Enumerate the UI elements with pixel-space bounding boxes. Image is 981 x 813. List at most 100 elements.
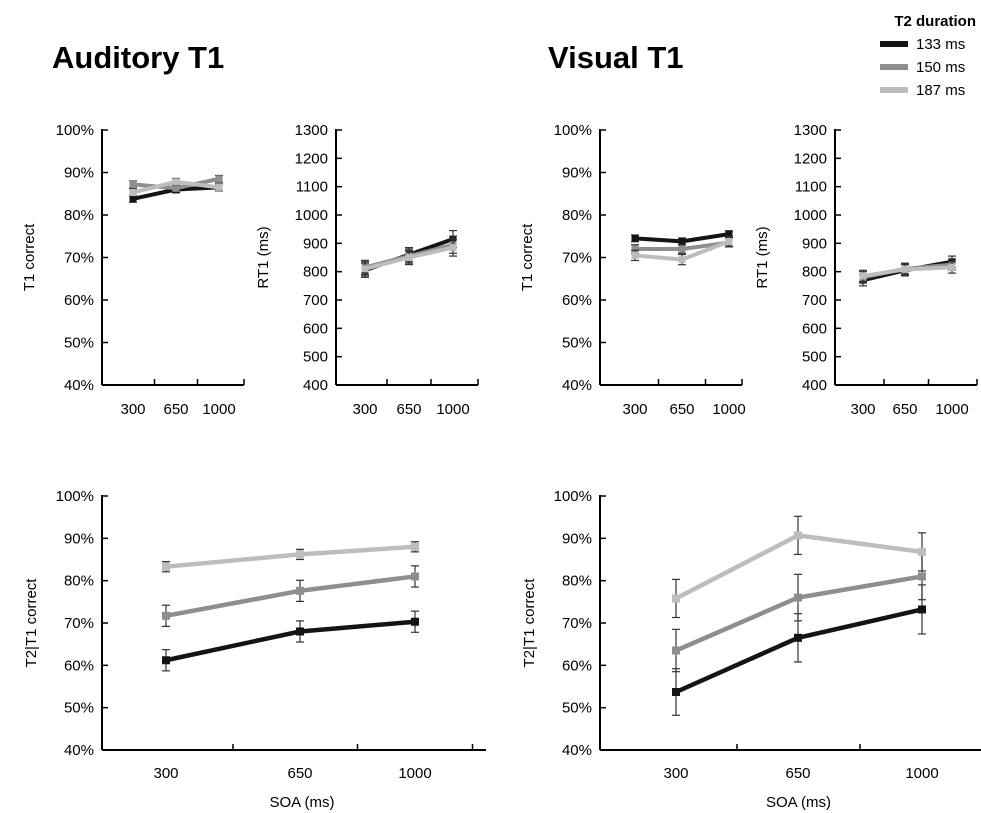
y-tick-label: 100% [554,488,592,505]
y-tick-label: 60% [562,657,592,674]
data-point [129,180,137,188]
series-133-ms [162,610,419,672]
series-187-ms [162,541,419,573]
data-point [794,531,802,540]
data-point [361,265,369,273]
legend-label-150: 150 ms [916,59,965,76]
legend: T2 duration 133 ms 150 ms 187 ms [880,13,976,99]
legend-label-187: 187 ms [916,82,965,99]
x-tick-label: 650 [785,765,810,782]
data-point [215,175,223,183]
data-point [918,547,926,556]
title-visual: Visual T1 [548,40,684,75]
y-tick-label: 80% [562,573,592,590]
x-tick-label: 1000 [398,765,431,782]
y-tick-label: 90% [64,165,94,182]
data-point [678,237,686,245]
data-point [296,586,304,595]
y-tick-label: 70% [64,615,94,632]
chart-vis-rt1: 400 500 600 700 800 900 1000 1100 1200 1300 300 650… [754,122,978,418]
chart-aud-t1: 40% 50% 60% 70% 80% 90% 100% 300 650 1000 T1 corre… [21,122,245,418]
y-tick-label: 90% [64,530,94,547]
data-point [296,550,304,559]
x-tick-label: 300 [663,765,688,782]
y-tick-label: 90% [562,530,592,547]
series-line [163,544,418,569]
series-line [163,574,418,619]
y-tick-label: 1100 [296,179,328,196]
y-axis-label: T1 correct [21,223,38,291]
y-tick-label: 50% [562,335,592,352]
y-tick-label: 900 [303,235,328,252]
data-point [162,656,170,665]
x-tick-label: 650 [669,401,694,418]
series-187-ms [361,238,457,277]
y-tick-label: 1100 [795,179,827,196]
series-line [163,619,418,663]
x-tick-label: 650 [396,401,421,418]
y-axis-label: T2|T1 correct [23,578,40,668]
series-187-ms [129,177,223,197]
series-187-ms [859,261,956,283]
series-line [673,607,925,695]
y-tick-label: 90% [562,165,592,182]
y-tick-label: 100% [554,122,592,139]
x-tick-label: 650 [892,401,917,418]
data-point [918,572,926,581]
series-150-ms [162,565,419,627]
y-tick-label: 1000 [295,207,328,224]
y-tick-label: 800 [303,264,328,281]
y-tick-label: 50% [562,700,592,717]
chart-vis-t2: 40% 50% 60% 70% 80% 90% 100% 300 650 1000 T2|T1 co… [521,488,981,811]
data-point [411,542,419,551]
y-tick-label: 700 [802,292,827,309]
y-tick-label: 40% [562,377,592,394]
y-axis-label: T2|T1 correct [521,578,538,668]
y-tick-label: 70% [562,615,592,632]
x-tick-label: 1000 [905,765,938,782]
data-point [172,178,180,186]
y-tick-label: 500 [303,349,328,366]
y-tick-label: 1000 [794,207,827,224]
chart-vis-t1: 40% 50% 60% 70% 80% 90% 100% 300 650 1000 T1 corre… [519,122,746,418]
data-point [296,627,304,636]
data-point [672,646,680,655]
y-tick-label: 60% [64,292,94,309]
y-tick-label: 1300 [794,122,827,139]
data-point [901,265,909,273]
series-133-ms [631,230,733,246]
x-tick-label: 1000 [935,401,968,418]
y-tick-label: 40% [562,742,592,759]
data-point [678,256,686,264]
y-tick-label: 900 [802,235,827,252]
y-tick-label: 100% [56,488,94,505]
data-point [631,251,639,259]
y-tick-label: 800 [802,264,827,281]
data-point [631,234,639,242]
y-tick-label: 80% [562,207,592,224]
y-tick-label: 80% [64,573,94,590]
data-point [162,611,170,620]
y-tick-label: 70% [64,250,94,267]
chart-aud-rt1: 400 500 600 700 800 900 1000 1100 1200 1300 300 650… [255,122,479,418]
y-axis-label: T1 correct [519,223,536,291]
x-tick-label: 300 [352,401,377,418]
title-auditory: Auditory T1 [52,40,224,75]
y-tick-label: 1200 [295,150,328,167]
x-tick-label: 300 [120,401,145,418]
y-tick-label: 700 [303,292,328,309]
data-point [794,633,802,642]
data-point [678,245,686,253]
x-tick-label: 1000 [712,401,745,418]
x-tick-label: 300 [153,765,178,782]
y-tick-label: 70% [562,250,592,267]
data-point [672,594,680,603]
y-tick-label: 500 [802,349,827,366]
data-point [948,263,956,271]
x-tick-label: 650 [163,401,188,418]
y-axis-label: RT1 (ms) [255,226,272,288]
y-tick-label: 1200 [794,150,827,167]
y-tick-label: 60% [64,657,94,674]
y-tick-label: 600 [802,320,827,337]
chart-aud-t2: 40% 50% 60% 70% 80% 90% 100% 300 650 1000 T2|T1 co… [23,488,486,811]
